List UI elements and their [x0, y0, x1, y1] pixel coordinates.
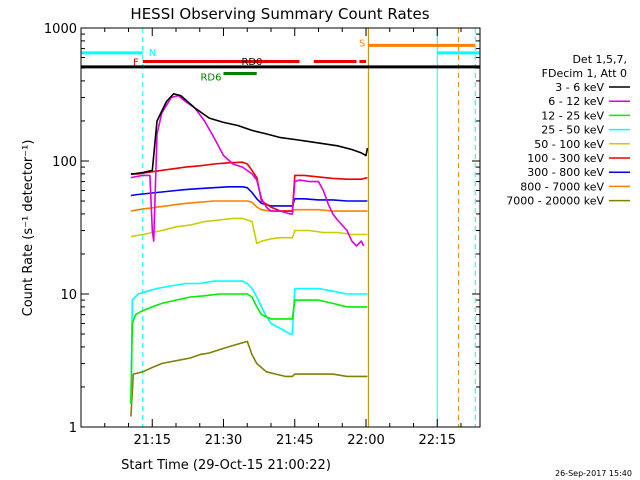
series-line-3-6-kev: [130, 93, 369, 175]
chart-title: HESSI Observing Summary Count Rates: [130, 5, 429, 23]
series-line-300-800-kev: [130, 186, 368, 207]
legend-label-50-100-kev: 50 - 100 keV: [534, 138, 604, 151]
legend-header-line-1: Det 1,5,7,: [572, 53, 627, 66]
series-line-100-300-kev: [130, 161, 368, 212]
y-tick-label: 10: [60, 288, 77, 303]
series-line-12-25-kev: [130, 293, 368, 404]
x-tick-label: 21:15: [134, 433, 171, 448]
x-tick-label: 22:00: [347, 433, 384, 448]
flag-label-rd6: RD6: [200, 72, 221, 83]
legend-header-line-2: FDecim 1, Att 0: [542, 67, 627, 80]
legend-label-3-6-kev: 3 - 6 keV: [555, 81, 604, 94]
legend-label-100-300-kev: 100 - 300 keV: [527, 152, 604, 165]
legend-label-25-50-kev: 25 - 50 keV: [541, 124, 604, 137]
series-line-50-100-kev: [130, 217, 368, 245]
y-axis-label: Count Rate (s⁻¹ detector⁻¹): [21, 140, 36, 317]
legend-label-6-12-kev: 6 - 12 keV: [548, 95, 604, 108]
y-tick-label: 100: [52, 155, 77, 170]
legend-label-12-25-kev: 12 - 25 keV: [541, 109, 604, 122]
legend-label-7000-20000-kev: 7000 - 20000 keV: [506, 195, 604, 208]
flag-label-n: N: [149, 48, 156, 59]
plot-frame: [80, 27, 481, 428]
series-line-25-50-kev: [130, 280, 368, 404]
legend-label-300-800-kev: 300 - 800 keV: [527, 166, 604, 179]
x-tick-label: 21:45: [276, 433, 313, 448]
plot-area: N S F RD0 RD6: [81, 28, 480, 427]
series-line-7000-20000-kev: [130, 340, 368, 417]
flag-label-s: S: [359, 38, 365, 49]
flag-label-rd0: RD0: [241, 57, 262, 68]
x-tick-label: 22:15: [419, 433, 456, 448]
legend-label-800-7000-kev: 800 - 7000 keV: [520, 180, 604, 193]
y-tick-label: 1000: [44, 22, 77, 37]
series-line-6-12-kev: [130, 94, 365, 247]
flag-label-f: F: [133, 57, 139, 68]
timestamp: 26-Sep-2017 15:40: [555, 469, 632, 478]
series-line-800-7000-kev: [130, 200, 368, 212]
x-tick-label: 21:30: [205, 433, 242, 448]
x-axis-label: Start Time (29-Oct-15 21:00:22): [121, 458, 331, 473]
y-tick-label: 1: [69, 421, 77, 436]
